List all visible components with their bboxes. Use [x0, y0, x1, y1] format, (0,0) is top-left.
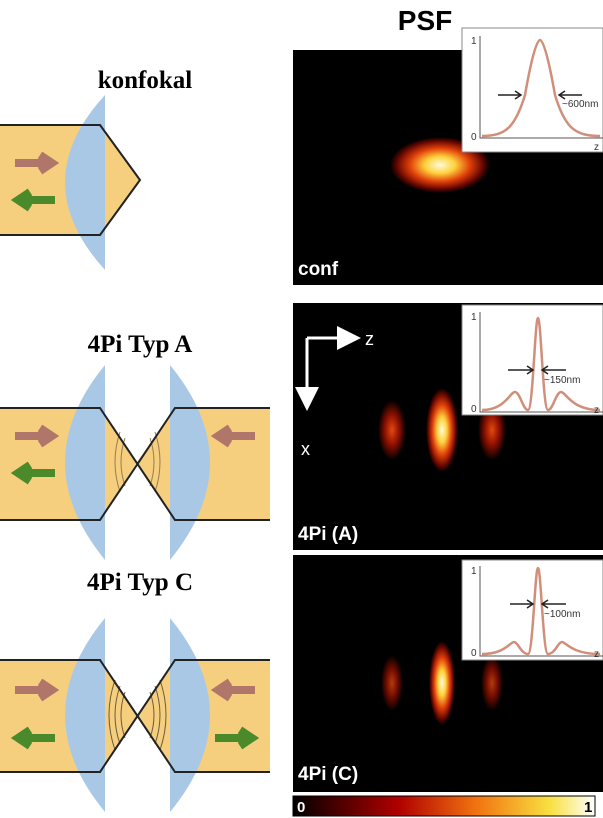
confocal-diagram	[0, 95, 140, 270]
row-label: 4Pi Typ A	[88, 331, 193, 358]
inset-axis: z	[594, 649, 599, 660]
inset	[462, 28, 603, 152]
axis-label: z	[365, 329, 374, 349]
psf-spot	[429, 641, 455, 725]
inset-width: ~100nm	[544, 609, 580, 620]
4pi-c-diagram	[0, 618, 270, 812]
axis-label: x	[301, 439, 310, 459]
colorbar	[293, 796, 595, 816]
title: PSF	[398, 5, 452, 36]
panel-label: conf	[298, 259, 339, 280]
psf-spot	[381, 655, 403, 711]
inset-tick: 1	[471, 36, 477, 47]
row-label: konfokal	[98, 67, 193, 94]
inset-width: ~150nm	[544, 375, 580, 386]
figure: PSF konfokal 4Pi Typ A 4Pi Typ C conf z …	[0, 0, 603, 818]
inset-tick: 1	[471, 312, 477, 323]
panel-label: 4Pi (C)	[298, 764, 358, 785]
inset-tick: 0	[471, 132, 477, 143]
colorbar-min: 0	[297, 799, 305, 816]
inset	[462, 560, 603, 660]
inset-axis: z	[594, 405, 599, 416]
colorbar-max: 1	[584, 799, 592, 816]
psf-spot	[378, 400, 406, 460]
inset-width: ~600nm	[562, 99, 598, 110]
row-label: 4Pi Typ C	[87, 569, 193, 596]
panel-label: 4Pi (A)	[298, 524, 358, 545]
inset-tick: 1	[471, 566, 477, 577]
psf-spot	[426, 388, 458, 472]
inset-tick: 0	[471, 648, 477, 659]
psf-spot	[481, 655, 503, 711]
4pi-a-diagram	[0, 365, 270, 560]
inset-tick: 0	[471, 404, 477, 415]
inset	[462, 305, 603, 415]
inset-axis: z	[594, 142, 599, 153]
